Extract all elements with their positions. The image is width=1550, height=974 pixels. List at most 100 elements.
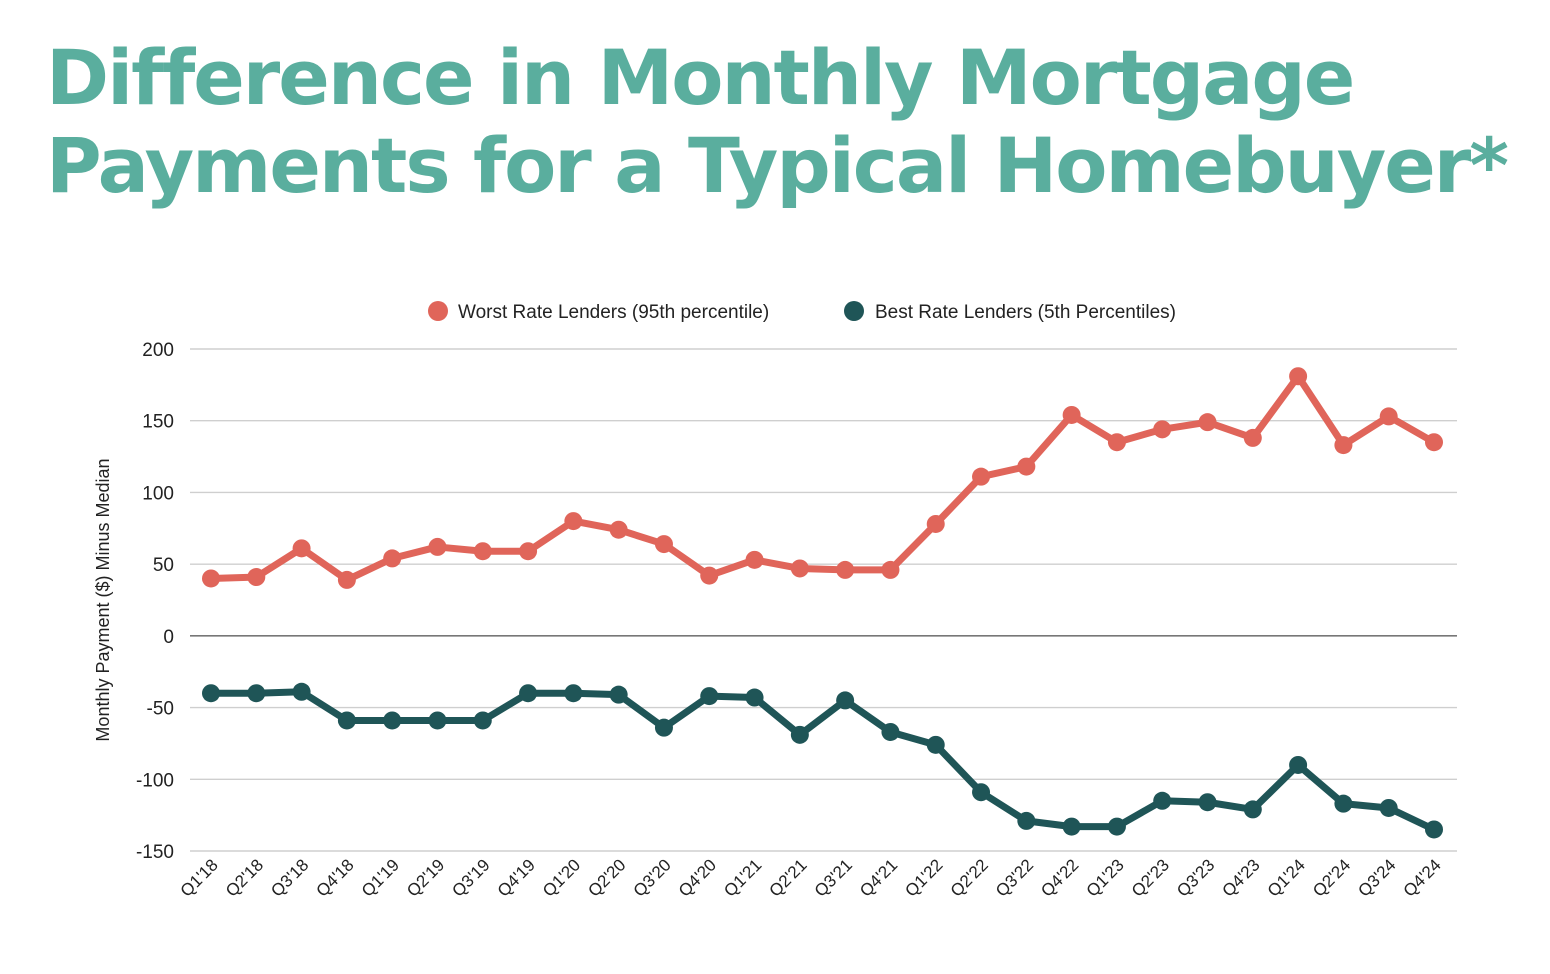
data-point xyxy=(836,560,855,579)
x-tick-label: Q1'24 xyxy=(1264,855,1309,900)
x-tick-label: Q4'19 xyxy=(494,855,539,900)
y-tick-label: 50 xyxy=(153,555,174,576)
y-tick-label: -150 xyxy=(136,842,174,863)
series-2 xyxy=(202,682,1443,839)
x-axis-ticks: Q1'18 Q2'18 Q3'18 Q4'18 Q1'19 Q2'19 Q3'19 Q4'19… xyxy=(177,855,1445,900)
y-tick-label: 100 xyxy=(142,483,174,504)
data-point xyxy=(1379,407,1398,426)
x-tick-label: Q3'19 xyxy=(448,855,493,900)
data-point xyxy=(383,711,402,730)
data-point xyxy=(1243,428,1262,447)
x-tick-label: Q1'18 xyxy=(177,855,222,900)
series-1 xyxy=(202,367,1443,589)
data-point xyxy=(1334,436,1353,455)
gridlines xyxy=(190,348,1457,852)
x-tick-label: Q2'21 xyxy=(766,855,811,900)
data-point xyxy=(1243,800,1262,819)
data-point xyxy=(790,725,809,744)
data-point xyxy=(1017,457,1036,476)
legend-marker xyxy=(428,301,448,321)
data-point xyxy=(1425,820,1443,839)
data-point xyxy=(1289,755,1308,774)
data-point xyxy=(609,520,628,539)
series-line xyxy=(207,372,1438,584)
data-point xyxy=(247,684,266,703)
chart-title-line-2: Payments for a Typical Homebuyer* xyxy=(46,121,1509,210)
x-tick-label: Q3'23 xyxy=(1173,855,1218,900)
data-point xyxy=(926,735,945,754)
y-tick-label: -50 xyxy=(147,699,174,720)
data-point xyxy=(654,718,673,737)
x-tick-label: Q3'22 xyxy=(992,855,1037,900)
data-point xyxy=(926,514,945,533)
data-point xyxy=(383,549,402,568)
legend-label: Best Rate Lenders (5th Percentiles) xyxy=(875,302,1176,323)
y-tick-label: 200 xyxy=(142,340,174,361)
x-tick-label: Q1'22 xyxy=(901,855,946,900)
legend-label: Worst Rate Lenders (95th percentile) xyxy=(458,302,769,323)
y-tick-label: 0 xyxy=(163,627,174,648)
x-tick-label: Q2'22 xyxy=(947,855,992,900)
data-point xyxy=(519,684,538,703)
data-point xyxy=(428,537,447,556)
data-point xyxy=(972,467,991,486)
data-point xyxy=(247,568,266,587)
data-point xyxy=(564,512,583,531)
x-tick-label: Q2'19 xyxy=(403,855,448,900)
data-point xyxy=(337,711,356,730)
data-point xyxy=(790,559,809,578)
x-tick-label: Q4'20 xyxy=(675,855,720,900)
data-point xyxy=(881,560,900,579)
x-tick-label: Q4'24 xyxy=(1400,855,1445,900)
data-point xyxy=(1198,413,1217,432)
data-point xyxy=(1017,811,1036,830)
x-tick-label: Q1'21 xyxy=(720,855,765,900)
x-tick-label: Q4'22 xyxy=(1037,855,1082,900)
data-point xyxy=(1107,817,1126,836)
chart-title: Difference in Monthly Mortgage Payments … xyxy=(46,34,1526,210)
x-tick-label: Q1'23 xyxy=(1083,855,1128,900)
legend-marker xyxy=(844,301,864,321)
x-tick-label: Q2'23 xyxy=(1128,855,1173,900)
y-tick-label: 150 xyxy=(142,412,174,433)
data-point xyxy=(1062,817,1081,836)
x-tick-label: Q3'21 xyxy=(811,855,856,900)
x-tick-label: Q2'18 xyxy=(222,855,267,900)
data-point xyxy=(1289,367,1308,386)
data-point xyxy=(836,691,855,710)
data-point xyxy=(609,685,628,704)
data-point xyxy=(292,539,311,558)
data-point xyxy=(564,684,583,703)
data-point xyxy=(881,722,900,741)
legend: Worst Rate Lenders (95th percentile) Best… xyxy=(428,301,1176,323)
data-point xyxy=(292,682,311,701)
y-axis-label: Monthly Payment ($) Minus Median xyxy=(93,458,113,741)
x-tick-label: Q4'21 xyxy=(856,855,901,900)
data-point xyxy=(428,711,447,730)
x-tick-label: Q4'23 xyxy=(1218,855,1263,900)
data-point xyxy=(654,535,673,554)
series-group xyxy=(202,367,1443,839)
data-point xyxy=(1107,433,1126,452)
y-axis-ticks: 200 150 100 50 0 -50 -100 -150 xyxy=(136,340,174,863)
series-line xyxy=(207,688,1438,833)
data-point xyxy=(972,783,991,802)
data-point xyxy=(1379,798,1398,817)
x-tick-label: Q3'24 xyxy=(1354,855,1399,900)
chart-title-line-1: Difference in Monthly Mortgage xyxy=(46,33,1355,122)
y-tick-label: -100 xyxy=(136,770,174,791)
data-point xyxy=(202,569,220,588)
data-point xyxy=(1062,405,1081,424)
data-point xyxy=(473,711,492,730)
data-point xyxy=(1334,794,1353,813)
data-point xyxy=(1153,791,1172,810)
x-tick-label: Q3'20 xyxy=(630,855,675,900)
x-tick-label: Q2'20 xyxy=(584,855,629,900)
data-point xyxy=(1425,433,1443,452)
x-tick-label: Q3'18 xyxy=(267,855,312,900)
x-tick-label: Q1'19 xyxy=(358,855,403,900)
data-point xyxy=(1198,793,1217,812)
data-point xyxy=(745,550,764,569)
data-point xyxy=(1153,420,1172,439)
